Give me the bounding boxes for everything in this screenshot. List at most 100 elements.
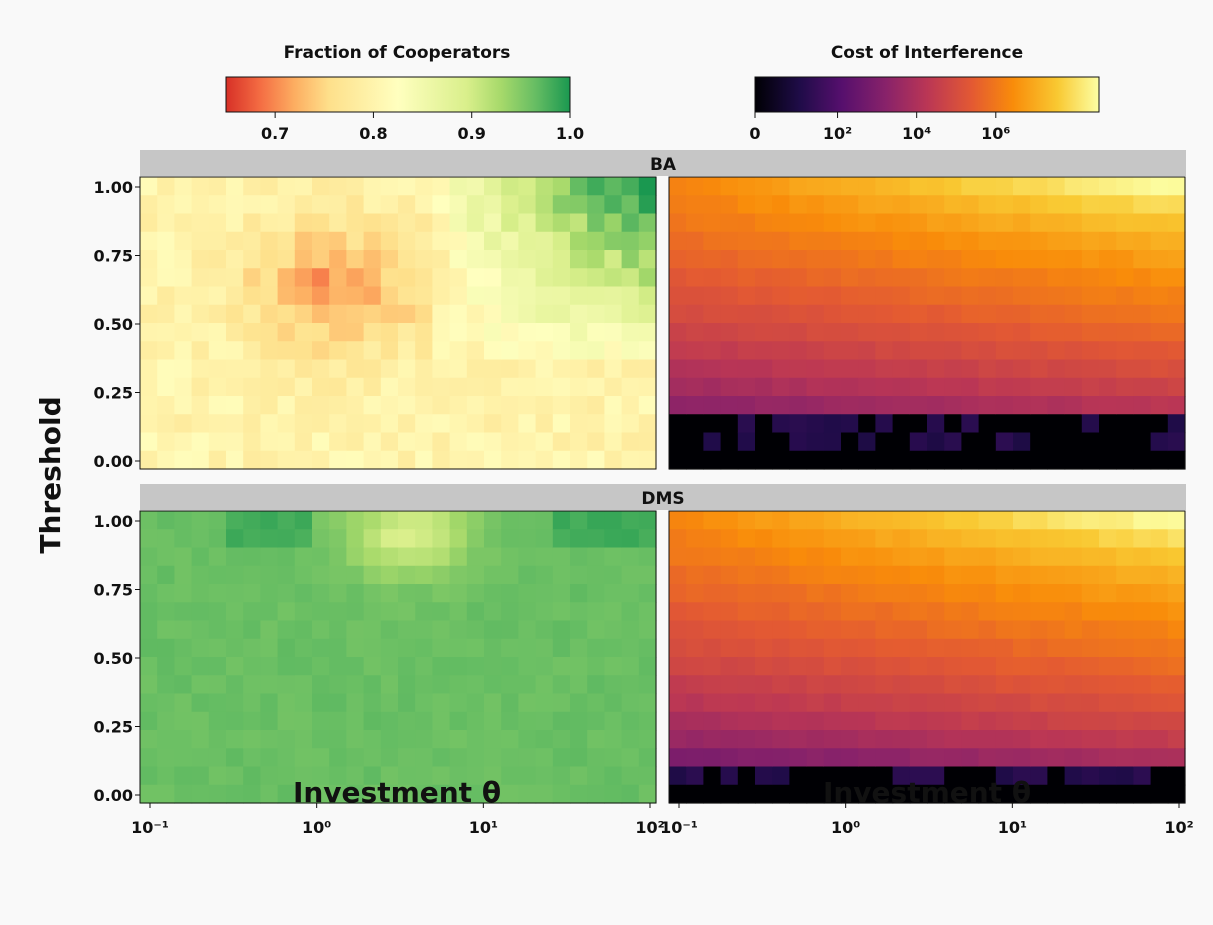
heatmap-cell <box>294 766 313 786</box>
heatmap-cell <box>737 304 756 324</box>
heatmap-cell <box>1099 323 1117 342</box>
heatmap-cell <box>552 657 571 676</box>
heatmap-cell <box>1167 341 1186 361</box>
heatmap-cell <box>789 359 808 379</box>
heatmap-cell <box>686 286 704 306</box>
heatmap-cell <box>858 213 876 233</box>
heatmap-cell <box>157 450 175 470</box>
heatmap-cell <box>1116 511 1134 530</box>
heatmap-cell <box>995 711 1014 731</box>
heatmap-cell <box>621 657 640 676</box>
heatmap-cell <box>312 730 330 749</box>
heatmap-cell <box>260 584 279 603</box>
heatmap-cell <box>380 177 399 196</box>
heatmap-cell <box>466 511 485 530</box>
heatmap-cell <box>552 547 571 567</box>
heatmap-cell <box>1150 268 1169 288</box>
heatmap-cell <box>703 638 722 658</box>
heatmap-cell <box>535 396 554 415</box>
heatmap-cell <box>1030 323 1048 342</box>
heatmap-cell <box>552 213 571 233</box>
heatmap-cell <box>1167 304 1186 324</box>
heatmap-cell <box>1133 711 1152 731</box>
heatmap-cell <box>961 432 980 452</box>
heatmap-cell <box>1081 511 1100 530</box>
heatmap-cell <box>449 396 468 415</box>
heatmap-cell <box>277 268 296 288</box>
heatmap-cell <box>1167 584 1186 603</box>
heatmap-cell <box>294 414 313 434</box>
heatmap-cell <box>1133 323 1152 342</box>
heatmap-cell <box>703 565 722 585</box>
heatmap-cell <box>466 323 485 342</box>
heatmap-cell <box>858 657 876 676</box>
heatmap-cell <box>140 511 158 530</box>
heatmap-cell <box>501 323 519 342</box>
heatmap-cell <box>1116 304 1134 324</box>
heatmap-cell <box>1047 195 1066 215</box>
heatmap-cell <box>312 341 330 361</box>
heatmap-cell <box>1099 250 1117 269</box>
heatmap-cell <box>277 177 296 196</box>
heatmap-cell <box>243 711 261 731</box>
heatmap-cell <box>892 304 911 324</box>
heatmap-cell <box>260 511 279 530</box>
heatmap-cell <box>686 213 704 233</box>
heatmap-cell <box>518 547 537 567</box>
heatmap-cell <box>415 359 433 379</box>
heatmap-cell <box>1081 432 1100 452</box>
heatmap-cell <box>1167 377 1186 397</box>
heatmap-cell <box>535 414 554 434</box>
heatmap-cell <box>294 177 313 196</box>
heatmap-cell <box>501 638 519 658</box>
heatmap-cell <box>823 213 842 233</box>
heatmap-cell <box>961 414 980 434</box>
heatmap-cell <box>858 359 876 379</box>
heatmap-cell <box>466 177 485 196</box>
heatmap-cell <box>1099 414 1117 434</box>
heatmap-cell <box>329 511 347 530</box>
heatmap-cell <box>501 565 519 585</box>
heatmap-cell <box>260 323 279 342</box>
heatmap-cell <box>415 584 433 603</box>
heatmap-cell <box>380 268 399 288</box>
heatmap-cell <box>806 323 825 342</box>
heatmap-cell <box>995 584 1014 603</box>
heatmap-cell <box>669 341 687 361</box>
heatmap-cell <box>157 341 175 361</box>
heatmap-cell <box>720 177 739 196</box>
heatmap-cell <box>686 250 704 269</box>
heatmap-cell <box>1150 529 1169 549</box>
heatmap-cell <box>720 638 739 658</box>
heatmap-cell <box>841 195 859 215</box>
heatmap-cell <box>995 323 1014 342</box>
heatmap-cell <box>277 711 296 731</box>
heatmap-cell <box>686 638 704 658</box>
heatmap-cell <box>587 547 605 567</box>
heatmap-cell <box>484 784 502 804</box>
heatmap-cell <box>823 231 842 251</box>
heatmap-cell <box>1116 693 1134 713</box>
heatmap-cell <box>260 565 279 585</box>
heatmap-cell <box>294 304 313 324</box>
heatmap-cell <box>208 638 227 658</box>
heatmap-cell <box>772 177 790 196</box>
heatmap-cell <box>1064 396 1083 415</box>
heatmap-cell <box>1013 432 1031 452</box>
heatmap-cell <box>587 231 605 251</box>
heatmap-cell <box>518 693 537 713</box>
heatmap-cell <box>1133 638 1152 658</box>
heatmap-cell <box>1081 547 1100 567</box>
heatmap-cell <box>380 784 399 804</box>
heatmap-cell <box>398 432 416 452</box>
heatmap-cell <box>449 432 468 452</box>
heatmap-cell <box>995 195 1014 215</box>
heatmap-cell <box>484 584 502 603</box>
heatmap-cell <box>208 341 227 361</box>
heatmap-cell <box>587 638 605 658</box>
heatmap-cell <box>1150 730 1169 749</box>
heatmap-cell <box>535 286 554 306</box>
heatmap-cell <box>535 529 554 549</box>
heatmap-cell <box>329 268 347 288</box>
heatmap-cell <box>363 177 382 196</box>
